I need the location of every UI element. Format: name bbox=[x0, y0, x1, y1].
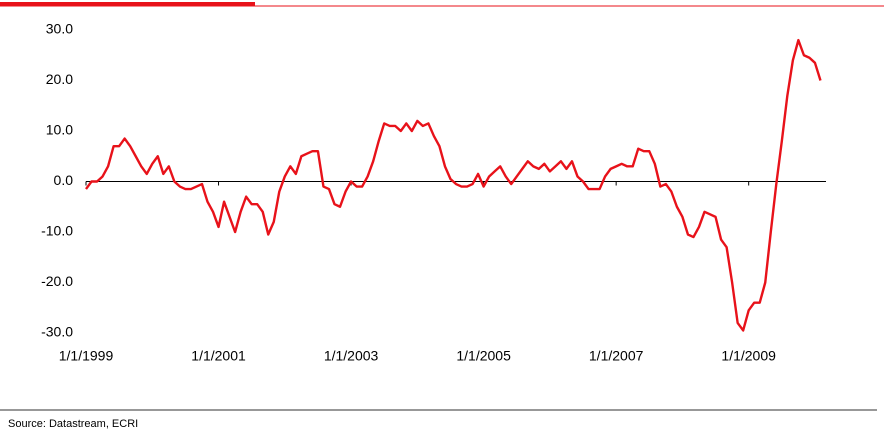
y-tick-label: 0.0 bbox=[54, 172, 74, 188]
y-tick-label: 30.0 bbox=[46, 21, 73, 37]
x-tick-label: 1/1/2001 bbox=[191, 348, 246, 364]
header-accent bbox=[0, 2, 255, 6]
y-tick-label: -20.0 bbox=[41, 273, 73, 289]
x-tick-label: 1/1/1999 bbox=[59, 348, 114, 364]
y-tick-label: 20.0 bbox=[46, 71, 73, 87]
y-tick-label: -30.0 bbox=[41, 324, 73, 340]
x-tick-label: 1/1/2009 bbox=[721, 348, 776, 364]
x-tick-label: 1/1/2007 bbox=[589, 348, 644, 364]
x-tick-label: 1/1/2003 bbox=[324, 348, 379, 364]
x-tick-label: 1/1/2005 bbox=[456, 348, 511, 364]
y-tick-label: -10.0 bbox=[41, 223, 73, 239]
data-line bbox=[85, 38, 822, 332]
y-tick-label: 10.0 bbox=[46, 122, 73, 138]
source-note: Source: Datastream, ECRI bbox=[8, 418, 138, 430]
